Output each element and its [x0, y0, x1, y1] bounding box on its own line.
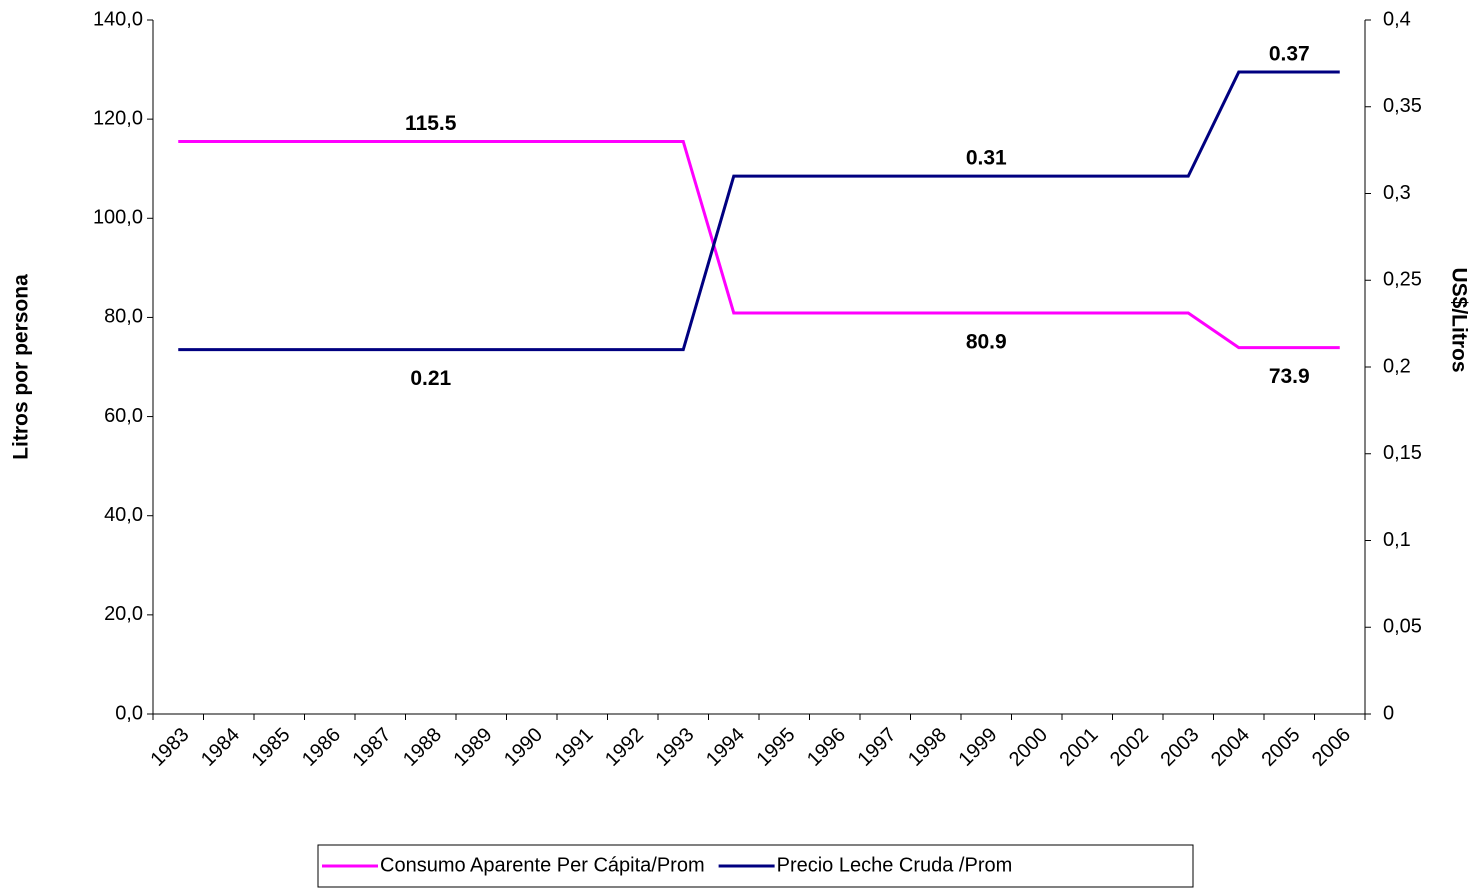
- y2-tick-label: 0,1: [1383, 529, 1411, 551]
- data-label: 0.21: [410, 367, 451, 390]
- series-line: [178, 139, 1340, 350]
- data-label: 0.37: [1269, 43, 1310, 66]
- x-tick-label: 2005: [1257, 724, 1304, 771]
- data-label: 80.9: [966, 331, 1007, 354]
- y2-axis-title: US$/Litros: [1447, 267, 1470, 372]
- y-tick-label: 100,0: [93, 207, 143, 229]
- y-tick-label: 140,0: [93, 8, 143, 30]
- x-tick-label: 1985: [247, 724, 294, 771]
- x-tick-label: 2004: [1207, 724, 1254, 771]
- data-label: 115.5: [405, 112, 457, 135]
- y2-tick-label: 0,15: [1383, 442, 1422, 464]
- x-tick-label: 1983: [146, 724, 193, 771]
- y-tick-label: 40,0: [104, 504, 143, 526]
- y-tick-label: 20,0: [104, 603, 143, 625]
- x-tick-label: 1987: [348, 724, 395, 771]
- x-tick-label: 1988: [399, 724, 446, 771]
- x-tick-label: 2003: [1156, 724, 1203, 771]
- y-tick-label: 60,0: [104, 405, 143, 427]
- x-tick-label: 2006: [1308, 724, 1355, 771]
- y2-tick-label: 0,4: [1383, 8, 1411, 30]
- y2-tick-label: 0: [1383, 702, 1394, 724]
- x-tick-label: 1994: [702, 724, 749, 771]
- x-tick-label: 1996: [803, 724, 850, 771]
- series-line: [178, 70, 1340, 352]
- x-tick-label: 1993: [651, 724, 698, 771]
- data-label: 73.9: [1269, 365, 1310, 388]
- x-tick-label: 1989: [449, 724, 496, 771]
- x-tick-label: 1995: [752, 724, 799, 771]
- x-tick-label: 1992: [601, 724, 648, 771]
- y-axis-title: Litros por persona: [10, 274, 33, 460]
- y2-tick-label: 0,25: [1383, 269, 1422, 291]
- x-tick-label: 2001: [1055, 724, 1102, 771]
- y2-tick-label: 0,2: [1383, 355, 1411, 377]
- legend-label: Precio Leche Cruda /Prom: [777, 854, 1013, 876]
- x-tick-label: 1990: [500, 724, 547, 771]
- x-tick-label: 1997: [853, 724, 900, 771]
- x-tick-label: 2002: [1106, 724, 1153, 771]
- y2-tick-label: 0,05: [1383, 616, 1422, 638]
- y2-tick-label: 0,35: [1383, 95, 1422, 117]
- y-tick-label: 0,0: [115, 702, 143, 724]
- x-tick-label: 1984: [197, 724, 244, 771]
- x-tick-label: 1986: [298, 724, 345, 771]
- x-tick-label: 2000: [1005, 724, 1052, 771]
- x-tick-label: 1991: [550, 724, 597, 771]
- x-tick-label: 1998: [904, 724, 951, 771]
- data-label: 0.31: [966, 147, 1007, 170]
- x-tick-label: 1999: [954, 724, 1001, 771]
- y-tick-label: 120,0: [93, 107, 143, 129]
- y2-tick-label: 0,3: [1383, 182, 1411, 204]
- y-tick-label: 80,0: [104, 306, 143, 328]
- legend-label: Consumo Aparente Per Cápita/Prom: [380, 854, 705, 876]
